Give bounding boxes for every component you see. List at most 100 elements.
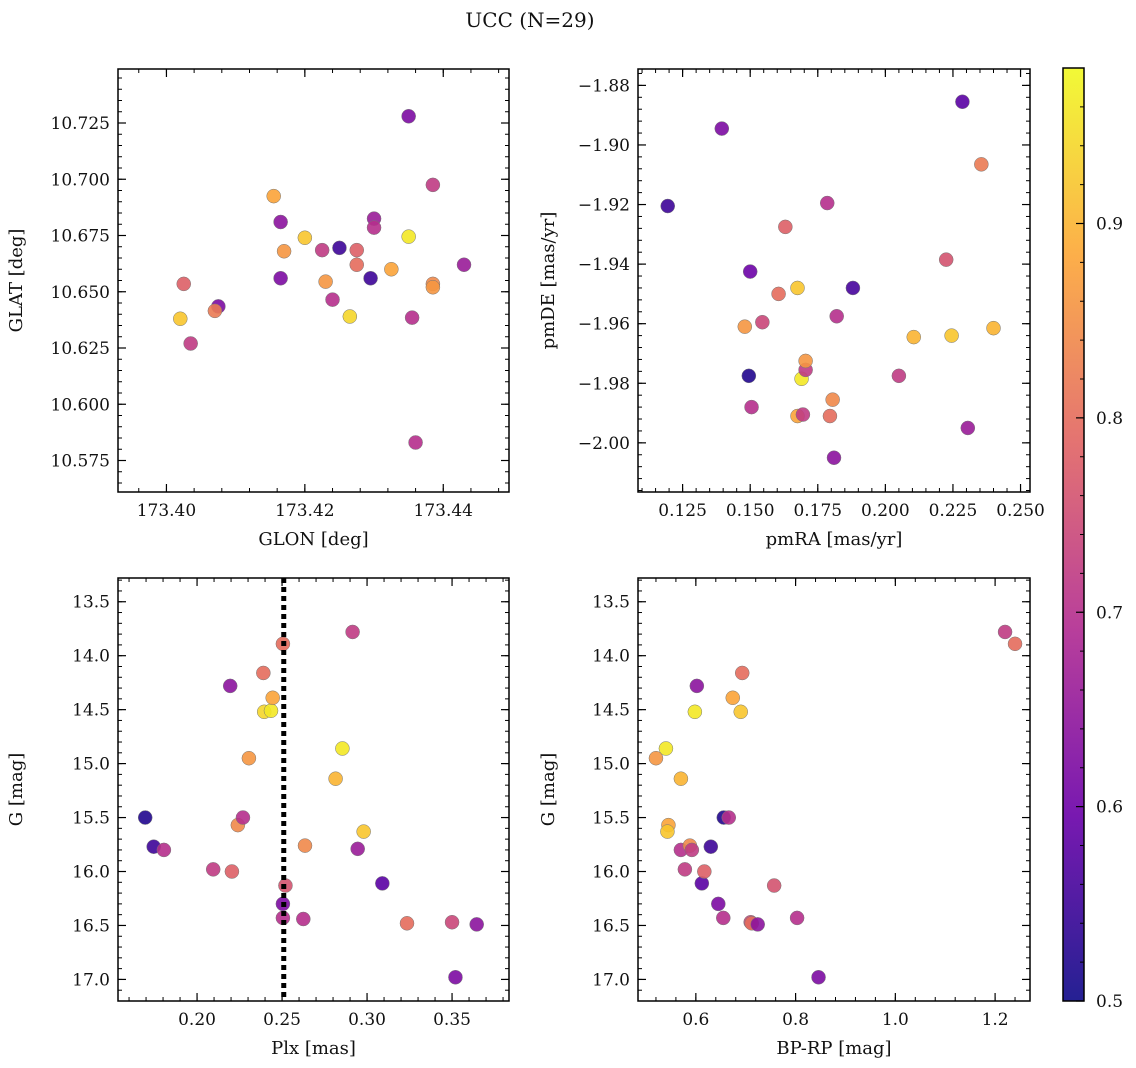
axes-frame [637,577,1031,1002]
scatter-point [222,678,238,694]
scatter-point [725,690,741,706]
scatter-point [425,280,441,295]
scatter-point [401,109,416,124]
scatter-point [384,262,399,277]
colorbar-tick-label: 0.6 [1096,798,1123,818]
scatter-point [273,271,288,286]
y-tick-label: 15.0 [72,755,110,775]
scatter-point [399,916,415,931]
y-tick-label: 14.5 [592,701,630,721]
scatter-point [156,842,172,858]
scatter-point [960,420,976,436]
scatter-point [263,703,279,718]
scatter-point [829,308,844,324]
scatter-point [771,286,786,302]
scatter-point [766,878,782,893]
scatter-point [235,810,251,825]
scatter-point [742,264,758,279]
y-tick-label: 17.0 [592,970,630,990]
scatter-point [711,896,726,912]
scatter-point [744,399,759,415]
scatter-point [349,257,365,272]
scatter-point [974,157,989,172]
y-tick-label: 10.625 [51,339,110,359]
scatter-point [648,750,664,766]
scatter-point [694,876,710,891]
y-tick-label: 15.0 [592,755,630,775]
y-tick-label: −2.00 [578,434,630,454]
minor-ticks [638,578,1030,1002]
scatter-point [789,910,805,926]
scatter-point [366,220,382,235]
y-tick-label: 14.0 [592,647,630,667]
scatter-point [224,864,240,879]
panel-top-right: 0.125 0.150 0.175 0.200 0.225 0.250 −2.00 −1.98… [538,68,1045,550]
panel-top-left: 173.40 173.42 173.44 10.575 10.600 10.625 10.6… [6,68,510,550]
scatter-point [734,665,750,681]
scatter-point [721,810,737,825]
x-tick-label: 0.175 [793,501,842,521]
colorbar-tick-label: 0.8 [1096,409,1123,429]
x-axis-label: pmRA [mas/yr] [766,529,903,550]
x-tick-label: 0.125 [658,501,707,521]
y-tick-label: 15.5 [72,809,110,829]
scatter-point [401,229,416,244]
scatter-point [375,876,390,891]
scatter-point [273,214,288,230]
y-axis-label: G [mag] [6,753,27,826]
x-tick-label: 0.225 [929,501,978,521]
scatter-point [297,838,313,853]
scatter-point [176,276,191,292]
y-axis-label: G [mag] [538,753,559,826]
scatter-point [297,230,313,245]
scatter-point [314,242,330,258]
scatter-point [755,314,770,330]
x-tick-label: 0.150 [726,501,775,521]
scatter-point [408,435,423,450]
y-tick-label: 10.575 [51,452,110,472]
scatter-point [703,839,719,854]
scatter-point [425,177,441,193]
x-tick-label: 173.44 [414,501,473,521]
y-tick-label: 16.0 [72,863,110,883]
scatter-point [332,240,347,256]
major-ticks [118,578,509,1001]
x-tick-label: 0.20 [178,1010,216,1030]
y-tick-label: 14.5 [72,701,110,721]
scatter-point [276,244,292,259]
x-tick-label: 0.25 [263,1010,301,1030]
scatter-point [207,303,223,319]
scatter-point [325,292,340,307]
x-tick-label: 173.42 [275,501,334,521]
scatter-point [750,917,765,932]
x-tick-label: 0.30 [348,1010,386,1030]
y-tick-label: 13.5 [72,593,110,613]
x-tick-label: 0.200 [861,501,910,521]
scatter-point [137,810,153,825]
scatter-point [811,970,826,985]
scatter-point [737,319,753,334]
scatter-point [795,407,811,422]
major-ticks [638,578,1030,1001]
scatter-point [658,741,674,756]
axes-frame [117,68,510,493]
scatter-point [825,392,840,407]
scatter-point [448,970,463,985]
scatter-point [944,328,959,343]
scatter-point [997,624,1013,640]
scatter-point [318,274,333,289]
y-tick-label: 10.725 [51,114,110,134]
data-points [660,94,1001,465]
y-tick-label: 16.5 [72,916,110,936]
axes-frame [637,68,1031,493]
scatter-point [687,704,703,720]
data-points [173,109,472,450]
colorbar-tick-label: 0.9 [1096,215,1123,235]
y-tick-label: −1.94 [578,255,630,275]
scatter-point [296,911,311,927]
x-tick-label: 0.6 [682,1010,709,1030]
y-tick-label: 10.700 [51,170,110,190]
scatter-point [697,864,712,879]
scatter-point [350,841,365,857]
